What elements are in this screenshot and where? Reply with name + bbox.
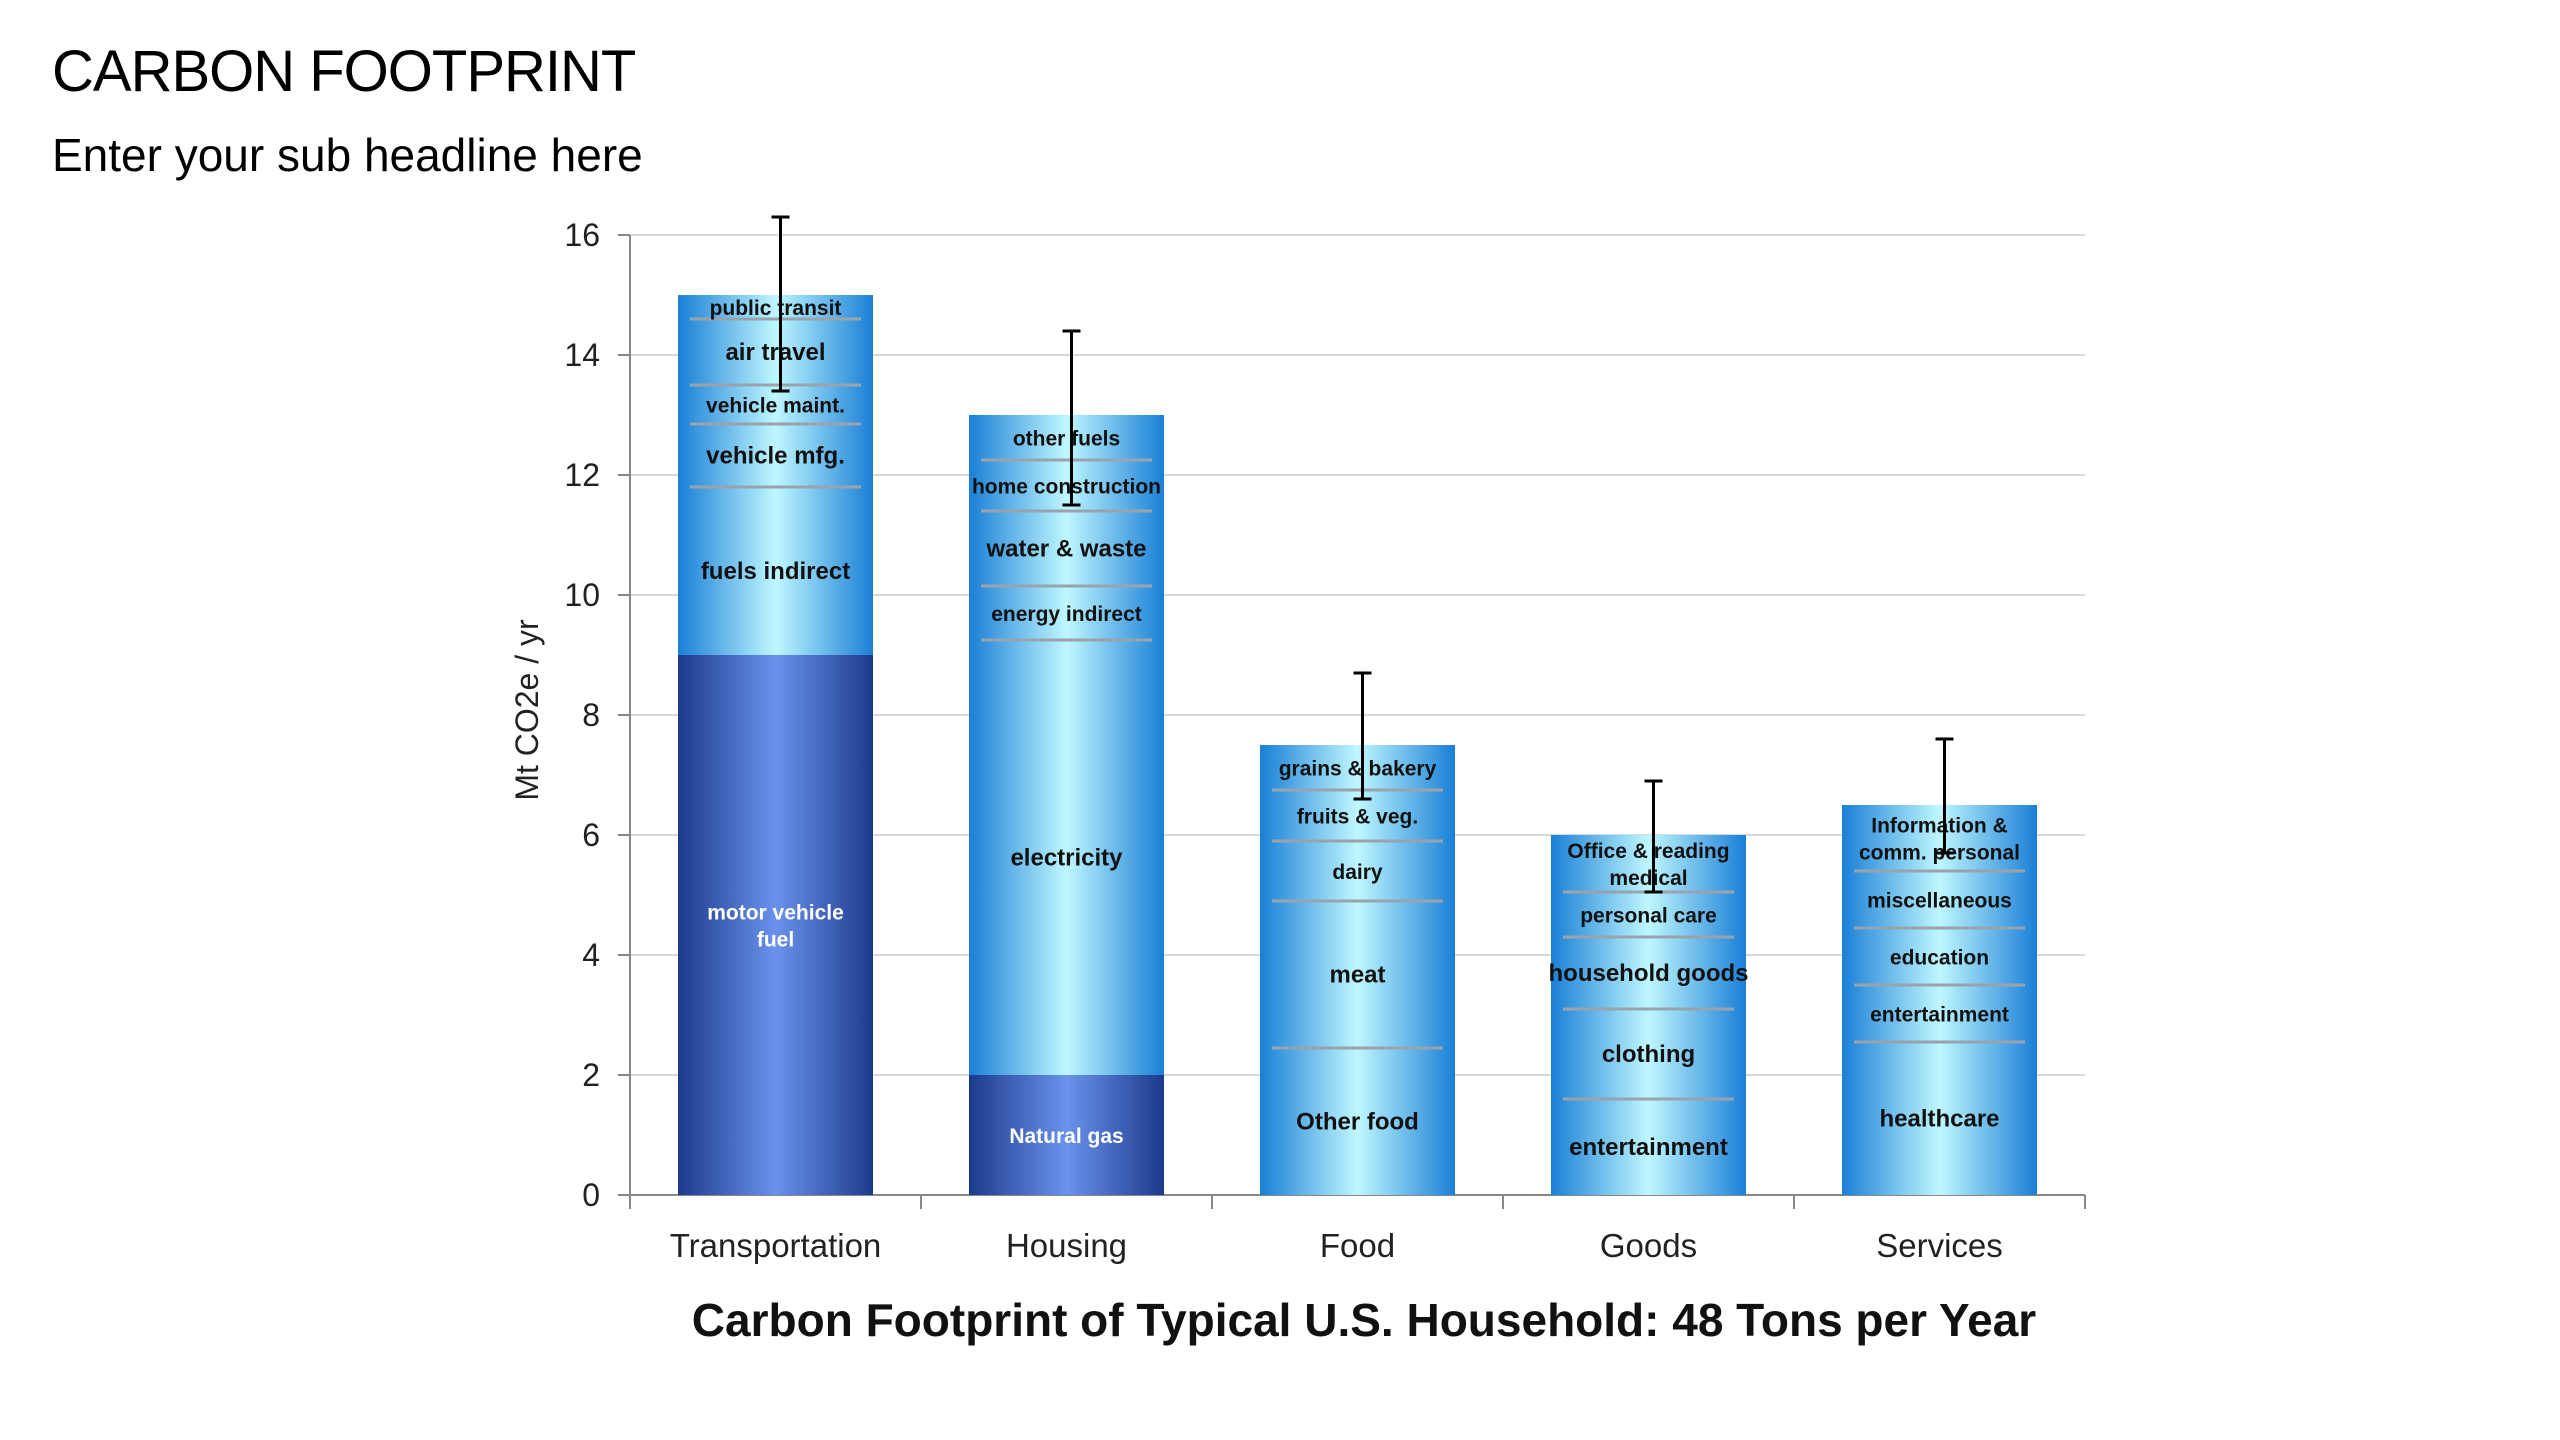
segment-label: healthcare: [1879, 1106, 1999, 1133]
segment-label: grains & bakery: [1279, 758, 1437, 781]
bar-segment: [1842, 871, 2037, 928]
segment-label: Natural gas: [1009, 1125, 1123, 1148]
segment-label: education: [1890, 947, 1989, 970]
segment-label: home construction: [972, 476, 1161, 499]
bar-segment: [969, 460, 1164, 511]
bar-segment: [1551, 937, 1746, 1009]
y-tick-label: 8: [582, 697, 600, 733]
segment-label: fuels indirect: [701, 558, 850, 585]
segment-label: vehicle mfg.: [706, 443, 845, 470]
segment-label: energy indirect: [991, 603, 1142, 626]
y-tick-label: 4: [582, 937, 600, 973]
segment-labels: motor vehicle fuel fuels indirect vehicle m…: [701, 297, 2020, 1161]
segment-label: meat: [1329, 962, 1385, 989]
segment-label: fruits & veg.: [1297, 806, 1418, 829]
bar-segment: [678, 319, 873, 385]
segment-label: Office & reading medical: [1567, 840, 1729, 890]
segment-label: entertainment: [1870, 1004, 2009, 1027]
bar-segment: [1260, 901, 1455, 1048]
bar-segment: [1842, 928, 2037, 985]
y-axis-label: Mt CO2e / yr: [509, 619, 545, 801]
bar-segment: [1551, 1009, 1746, 1099]
bar-segment: [969, 640, 1164, 1075]
bar-segment: [1842, 1042, 2037, 1195]
bar-segment: [1842, 805, 2037, 871]
bar-segment: [1260, 841, 1455, 901]
x-tick-label: Food: [1320, 1227, 1395, 1264]
bar-segment: [678, 295, 873, 319]
segment-label: dairy: [1332, 861, 1383, 884]
bar-segment: [1551, 835, 1746, 892]
bar-segment: [1260, 745, 1455, 790]
bar-segment: [678, 487, 873, 655]
segment-label: other fuels: [1013, 428, 1120, 451]
bar-segment: [1551, 892, 1746, 937]
bars: [678, 295, 2037, 1195]
y-tick-label: 2: [582, 1057, 600, 1093]
bar-segment: [1842, 985, 2037, 1042]
segment-label: water & waste: [985, 536, 1146, 563]
x-tick-label: Housing: [1006, 1227, 1127, 1264]
segment-label: vehicle maint.: [706, 395, 845, 418]
bar-segment: [969, 586, 1164, 640]
segment-label: electricity: [1010, 845, 1123, 872]
bar-segment: [969, 1075, 1164, 1195]
y-tick-label: 14: [564, 337, 600, 373]
x-tick-label: Goods: [1600, 1227, 1697, 1264]
bar-segment: [1551, 1099, 1746, 1195]
segment-label: household goods: [1549, 960, 1749, 987]
y-tick-label: 0: [582, 1177, 600, 1213]
x-tick-label: Transportation: [670, 1227, 882, 1264]
x-tick-label: Services: [1876, 1227, 2003, 1264]
y-tick-label: 12: [564, 457, 600, 493]
segment-label: miscellaneous: [1867, 890, 2012, 913]
segment-label: personal care: [1580, 905, 1717, 928]
y-tick-label: 16: [564, 217, 600, 253]
segment-label: air travel: [725, 339, 825, 366]
segment-label: motor vehicle fuel: [707, 902, 844, 952]
bar-segment: [1260, 1048, 1455, 1195]
slide-title: CARBON FOOTPRINT: [52, 39, 636, 104]
bar-segment: [969, 415, 1164, 460]
error-bars: [771, 215, 1954, 894]
x-axis-label: Carbon Footprint of Typical U.S. Househo…: [692, 1294, 2036, 1346]
segment-label: Other food: [1296, 1109, 1419, 1136]
segment-label: public transit: [710, 297, 842, 320]
y-tick-label: 10: [564, 577, 600, 613]
y-tick-label: 6: [582, 817, 600, 853]
bar-segment: [969, 511, 1164, 586]
slide-subtitle: Enter your sub headline here: [52, 129, 643, 181]
segment-label: entertainment: [1569, 1134, 1728, 1161]
segment-label: clothing: [1602, 1041, 1695, 1068]
bar-segment: [678, 655, 873, 1195]
bar-segment: [678, 424, 873, 487]
